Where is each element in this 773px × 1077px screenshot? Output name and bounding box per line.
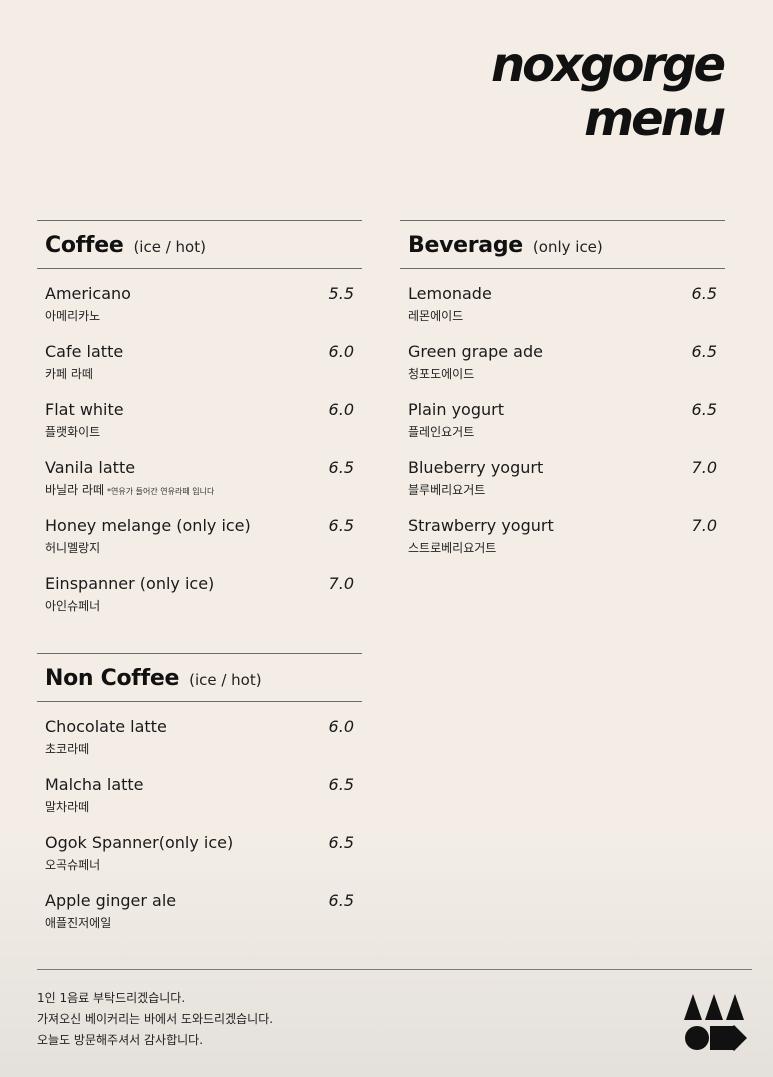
item-korean-name-row: 바닐라 라떼 *연유가 들어간 연유라떼 입니다 bbox=[45, 481, 362, 501]
item-price: 7.0 bbox=[691, 516, 717, 535]
menu-item: Green grape ade 청포도에이드 6.5 bbox=[400, 341, 725, 399]
item-name: Apple ginger ale bbox=[45, 891, 177, 910]
brand-title: noxgorge menu bbox=[490, 37, 726, 147]
item-korean-name: 말차라떼 bbox=[45, 800, 90, 814]
section-title: Non Coffee bbox=[45, 666, 180, 691]
item-name: Malcha latte bbox=[45, 775, 144, 794]
item-name: Honey melange (only ice) bbox=[45, 516, 251, 535]
item-price: 6.5 bbox=[328, 516, 354, 535]
menu-item: Lemonade 레몬에이드 6.5 bbox=[400, 283, 725, 341]
menu-item: Honey melange (only ice) 허니멜랑지 6.5 bbox=[37, 515, 362, 573]
section-note: (ice / hot) bbox=[133, 238, 206, 256]
non-coffee-header: Non Coffee (ice / hot) bbox=[37, 654, 362, 702]
item-name: Chocolate latte bbox=[45, 717, 167, 736]
geometric-shapes-logo-icon bbox=[684, 994, 747, 1051]
item-name: Blueberry yogurt bbox=[408, 458, 544, 477]
item-name: Strawberry yogurt bbox=[408, 516, 554, 535]
item-price: 6.5 bbox=[691, 342, 717, 361]
item-price: 6.5 bbox=[328, 891, 354, 910]
item-name: Lemonade bbox=[408, 284, 492, 303]
item-korean-name: 블루베리요거트 bbox=[408, 483, 486, 497]
item-note: *연유가 들어간 연유라떼 입니다 bbox=[107, 487, 215, 496]
menu-item: Vanila latte 바닐라 라떼 *연유가 들어간 연유라떼 입니다 6.5 bbox=[37, 457, 362, 515]
menu-item: Blueberry yogurt 블루베리요거트 7.0 bbox=[400, 457, 725, 515]
brand-subtitle: menu bbox=[584, 91, 726, 147]
menu-item: Einspanner (only ice) 아인슈페너 7.0 bbox=[37, 573, 362, 631]
menu-item: Strawberry yogurt 스트로베리요거트 7.0 bbox=[400, 515, 725, 573]
footer-divider bbox=[37, 969, 752, 970]
brand-name: noxgorge bbox=[490, 37, 726, 93]
item-korean-name: 아메리카노 bbox=[45, 309, 101, 323]
section-title: Coffee bbox=[45, 233, 124, 258]
item-name: Green grape ade bbox=[408, 342, 543, 361]
section-title: Beverage bbox=[408, 233, 523, 258]
coffee-section: Coffee (ice / hot) Americano 아메리카노 5.5 C… bbox=[37, 220, 362, 631]
item-name: Einspanner (only ice) bbox=[45, 574, 215, 593]
item-korean-name: 스트로베리요거트 bbox=[408, 541, 497, 555]
menu-item: Chocolate latte 초코라떼 6.0 bbox=[37, 716, 362, 774]
item-korean-name: 아인슈페너 bbox=[45, 599, 101, 613]
menu-item: Ogok Spanner(only ice) 오곡슈페너 6.5 bbox=[37, 832, 362, 890]
footer-notice: 1인 1음료 부탁드리겠습니다. 가져오신 베이커리는 바에서 도와드리겠습니다… bbox=[37, 988, 273, 1051]
item-price: 7.0 bbox=[691, 458, 717, 477]
menu-item: Malcha latte 말차라떼 6.5 bbox=[37, 774, 362, 832]
item-korean-name: 플랫화이트 bbox=[45, 425, 101, 439]
item-price: 6.5 bbox=[691, 400, 717, 419]
item-price: 6.0 bbox=[328, 342, 354, 361]
item-name: Americano bbox=[45, 284, 131, 303]
item-korean-name: 레몬에이드 bbox=[408, 309, 464, 323]
section-note: (only ice) bbox=[532, 238, 603, 256]
item-korean-name: 초코라떼 bbox=[45, 742, 90, 756]
item-korean-name: 청포도에이드 bbox=[408, 367, 475, 381]
item-price: 6.5 bbox=[691, 284, 717, 303]
non-coffee-section: Non Coffee (ice / hot) Chocolate latte 초… bbox=[37, 653, 362, 948]
item-name: Plain yogurt bbox=[408, 400, 504, 419]
item-name: Cafe latte bbox=[45, 342, 124, 361]
item-price: 6.5 bbox=[328, 775, 354, 794]
menu-item: Apple ginger ale 애플진저에일 6.5 bbox=[37, 890, 362, 948]
footer-line: 가져오신 베이커리는 바에서 도와드리겠습니다. bbox=[37, 1012, 274, 1026]
item-name: Ogok Spanner(only ice) bbox=[45, 833, 234, 852]
item-korean-name: 허니멜랑지 bbox=[45, 541, 101, 555]
item-name: Flat white bbox=[45, 400, 124, 419]
menu-item: Plain yogurt 플레인요거트 6.5 bbox=[400, 399, 725, 457]
item-name: Vanila latte bbox=[45, 458, 136, 477]
item-korean-name: 카페 라떼 bbox=[45, 367, 93, 381]
item-price: 6.5 bbox=[328, 458, 354, 477]
footer-line: 오늘도 방문해주셔서 감사합니다. bbox=[37, 1033, 204, 1047]
item-korean-name: 오곡슈페너 bbox=[45, 858, 101, 872]
footer-line: 1인 1음료 부탁드리겠습니다. bbox=[37, 991, 186, 1005]
item-price: 6.5 bbox=[328, 833, 354, 852]
beverage-section: Beverage (only ice) Lemonade 레몬에이드 6.5 G… bbox=[400, 220, 725, 573]
item-price: 7.0 bbox=[328, 574, 354, 593]
item-korean-name: 플레인요거트 bbox=[408, 425, 475, 439]
item-korean-name: 애플진저에일 bbox=[45, 916, 112, 930]
item-price: 5.5 bbox=[328, 284, 354, 303]
item-korean-name: 바닐라 라떼 bbox=[45, 483, 105, 497]
menu-item: Cafe latte 카페 라떼 6.0 bbox=[37, 341, 362, 399]
coffee-header: Coffee (ice / hot) bbox=[37, 221, 362, 269]
section-note: (ice / hot) bbox=[189, 671, 262, 689]
item-price: 6.0 bbox=[328, 400, 354, 419]
menu-item: Flat white 플랫화이트 6.0 bbox=[37, 399, 362, 457]
menu-item: Americano 아메리카노 5.5 bbox=[37, 283, 362, 341]
item-price: 6.0 bbox=[328, 717, 354, 736]
beverage-header: Beverage (only ice) bbox=[400, 221, 725, 269]
